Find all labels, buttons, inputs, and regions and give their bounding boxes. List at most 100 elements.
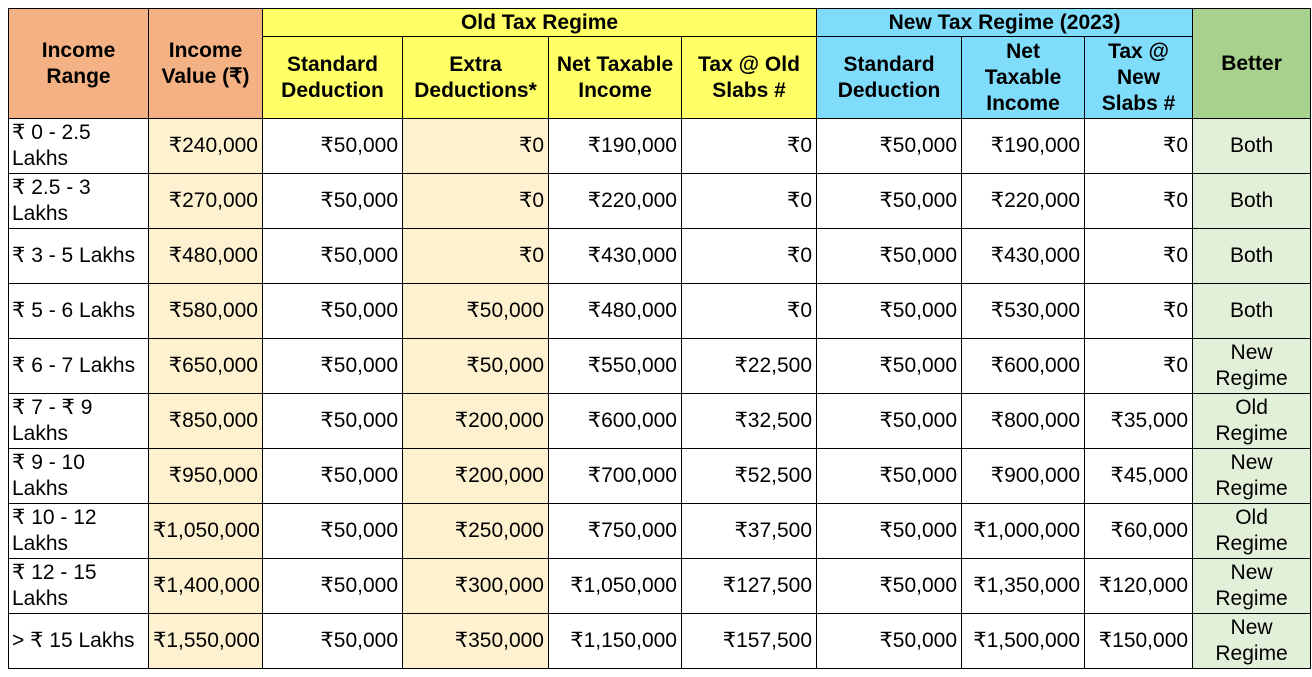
table-row: ₹ 10 - 12 Lakhs ₹1,050,000 ₹50,000 ₹250,000… (8, 503, 1312, 559)
cell-new-net-taxable-income: ₹530,000 (961, 283, 1086, 339)
header-new-tax-regime: New Tax Regime (2023) (816, 8, 1194, 37)
cell-old-standard-deduction: ₹50,000 (262, 338, 403, 394)
cell-old-net-taxable-income: ₹1,050,000 (548, 558, 682, 614)
header-better: Better (1192, 8, 1312, 119)
cell-extra-deductions: ₹250,000 (402, 503, 549, 559)
header-income-range: Income Range (8, 8, 149, 119)
cell-old-standard-deduction: ₹50,000 (262, 558, 403, 614)
cell-new-net-taxable-income: ₹1,500,000 (961, 613, 1086, 669)
cell-income-range: > ₹ 15 Lakhs (8, 613, 149, 669)
cell-income-range: ₹ 2.5 - 3 Lakhs (8, 173, 149, 229)
cell-income-value: ₹1,550,000 (148, 613, 263, 669)
header-tax-new-slabs: Tax @ New Slabs # (1084, 36, 1194, 119)
table-row: ₹ 3 - 5 Lakhs ₹480,000 ₹50,000 ₹0 ₹430,000 ₹0… (8, 228, 1312, 284)
table-row: ₹ 9 - 10 Lakhs ₹950,000 ₹50,000 ₹200,000 ₹70… (8, 448, 1312, 504)
cell-income-value: ₹850,000 (148, 393, 263, 449)
cell-old-net-taxable-income: ₹190,000 (548, 118, 682, 174)
cell-tax-new-slabs: ₹60,000 (1084, 503, 1194, 559)
cell-extra-deductions: ₹0 (402, 173, 549, 229)
cell-income-range: ₹ 0 - 2.5 Lakhs (8, 118, 149, 174)
header-old-tax-regime: Old Tax Regime (261, 8, 818, 37)
cell-new-net-taxable-income: ₹800,000 (961, 393, 1086, 449)
cell-old-net-taxable-income: ₹750,000 (548, 503, 682, 559)
cell-old-standard-deduction: ₹50,000 (262, 393, 403, 449)
cell-income-range: ₹ 9 - 10 Lakhs (8, 448, 149, 504)
cell-better-regime: New Regime (1192, 448, 1312, 504)
cell-tax-old-slabs: ₹52,500 (680, 448, 818, 504)
cell-income-value: ₹1,400,000 (148, 558, 263, 614)
header-extra-deductions: Extra Deductions* (402, 36, 549, 119)
cell-new-net-taxable-income: ₹1,000,000 (961, 503, 1086, 559)
cell-tax-old-slabs: ₹157,500 (680, 613, 818, 669)
cell-better-regime: Both (1192, 228, 1312, 284)
cell-extra-deductions: ₹50,000 (402, 283, 549, 339)
cell-income-range: ₹ 7 - ₹ 9 Lakhs (8, 393, 149, 449)
table-row: ₹ 6 - 7 Lakhs ₹650,000 ₹50,000 ₹50,000 ₹550,… (8, 338, 1312, 394)
header-income-value: Income Value (₹) (148, 8, 263, 119)
cell-new-net-taxable-income: ₹600,000 (961, 338, 1086, 394)
cell-new-standard-deduction: ₹50,000 (816, 118, 963, 174)
cell-extra-deductions: ₹200,000 (402, 448, 549, 504)
cell-better-regime: Both (1192, 118, 1312, 174)
cell-tax-old-slabs: ₹22,500 (680, 338, 818, 394)
cell-old-standard-deduction: ₹50,000 (262, 503, 403, 559)
cell-old-net-taxable-income: ₹480,000 (548, 283, 682, 339)
cell-old-net-taxable-income: ₹1,150,000 (548, 613, 682, 669)
cell-old-standard-deduction: ₹50,000 (262, 228, 403, 284)
cell-tax-old-slabs: ₹0 (680, 118, 818, 174)
cell-extra-deductions: ₹50,000 (402, 338, 549, 394)
cell-old-standard-deduction: ₹50,000 (262, 173, 403, 229)
cell-income-range: ₹ 12 - 15 Lakhs (8, 558, 149, 614)
cell-income-value: ₹1,050,000 (148, 503, 263, 559)
cell-better-regime: Both (1192, 283, 1312, 339)
cell-tax-old-slabs: ₹32,500 (680, 393, 818, 449)
table-row: ₹ 7 - ₹ 9 Lakhs ₹850,000 ₹50,000 ₹200,000 ₹6… (8, 393, 1312, 449)
cell-tax-new-slabs: ₹120,000 (1084, 558, 1194, 614)
cell-income-range: ₹ 6 - 7 Lakhs (8, 338, 149, 394)
cell-tax-old-slabs: ₹127,500 (680, 558, 818, 614)
cell-tax-new-slabs: ₹35,000 (1084, 393, 1194, 449)
cell-tax-old-slabs: ₹0 (680, 173, 818, 229)
header-old-standard-deduction: Standard Deduction (262, 36, 403, 119)
table-row: ₹ 0 - 2.5 Lakhs ₹240,000 ₹50,000 ₹0 ₹190,000… (8, 118, 1312, 174)
cell-tax-new-slabs: ₹0 (1084, 283, 1194, 339)
cell-old-net-taxable-income: ₹220,000 (548, 173, 682, 229)
cell-income-value: ₹950,000 (148, 448, 263, 504)
cell-income-value: ₹650,000 (148, 338, 263, 394)
header-old-net-taxable-income: Net Taxable Income (548, 36, 682, 119)
cell-new-standard-deduction: ₹50,000 (816, 558, 963, 614)
cell-tax-new-slabs: ₹0 (1084, 338, 1194, 394)
cell-old-standard-deduction: ₹50,000 (262, 118, 403, 174)
table-body: ₹ 0 - 2.5 Lakhs ₹240,000 ₹50,000 ₹0 ₹190,000… (8, 118, 1312, 669)
cell-income-value: ₹580,000 (148, 283, 263, 339)
cell-new-net-taxable-income: ₹900,000 (961, 448, 1086, 504)
header-new-standard-deduction: Standard Deduction (816, 36, 963, 119)
cell-new-standard-deduction: ₹50,000 (816, 393, 963, 449)
cell-new-standard-deduction: ₹50,000 (816, 338, 963, 394)
cell-tax-new-slabs: ₹0 (1084, 118, 1194, 174)
header-new-net-taxable-income: Net Taxable Income (961, 36, 1086, 119)
cell-new-standard-deduction: ₹50,000 (816, 283, 963, 339)
tax-regime-comparison-table: Income Range Income Value (₹) Old Tax Re… (8, 8, 1312, 669)
cell-extra-deductions: ₹350,000 (402, 613, 549, 669)
cell-new-standard-deduction: ₹50,000 (816, 448, 963, 504)
cell-tax-old-slabs: ₹0 (680, 283, 818, 339)
cell-income-value: ₹240,000 (148, 118, 263, 174)
cell-old-net-taxable-income: ₹550,000 (548, 338, 682, 394)
cell-old-standard-deduction: ₹50,000 (262, 613, 403, 669)
cell-extra-deductions: ₹0 (402, 118, 549, 174)
cell-income-range: ₹ 10 - 12 Lakhs (8, 503, 149, 559)
cell-new-standard-deduction: ₹50,000 (816, 613, 963, 669)
cell-income-value: ₹480,000 (148, 228, 263, 284)
cell-old-net-taxable-income: ₹600,000 (548, 393, 682, 449)
cell-old-standard-deduction: ₹50,000 (262, 283, 403, 339)
cell-better-regime: New Regime (1192, 558, 1312, 614)
cell-old-net-taxable-income: ₹700,000 (548, 448, 682, 504)
cell-extra-deductions: ₹200,000 (402, 393, 549, 449)
cell-income-range: ₹ 3 - 5 Lakhs (8, 228, 149, 284)
cell-better-regime: Old Regime (1192, 393, 1312, 449)
cell-tax-new-slabs: ₹150,000 (1084, 613, 1194, 669)
cell-extra-deductions: ₹0 (402, 228, 549, 284)
cell-new-standard-deduction: ₹50,000 (816, 503, 963, 559)
cell-tax-new-slabs: ₹45,000 (1084, 448, 1194, 504)
